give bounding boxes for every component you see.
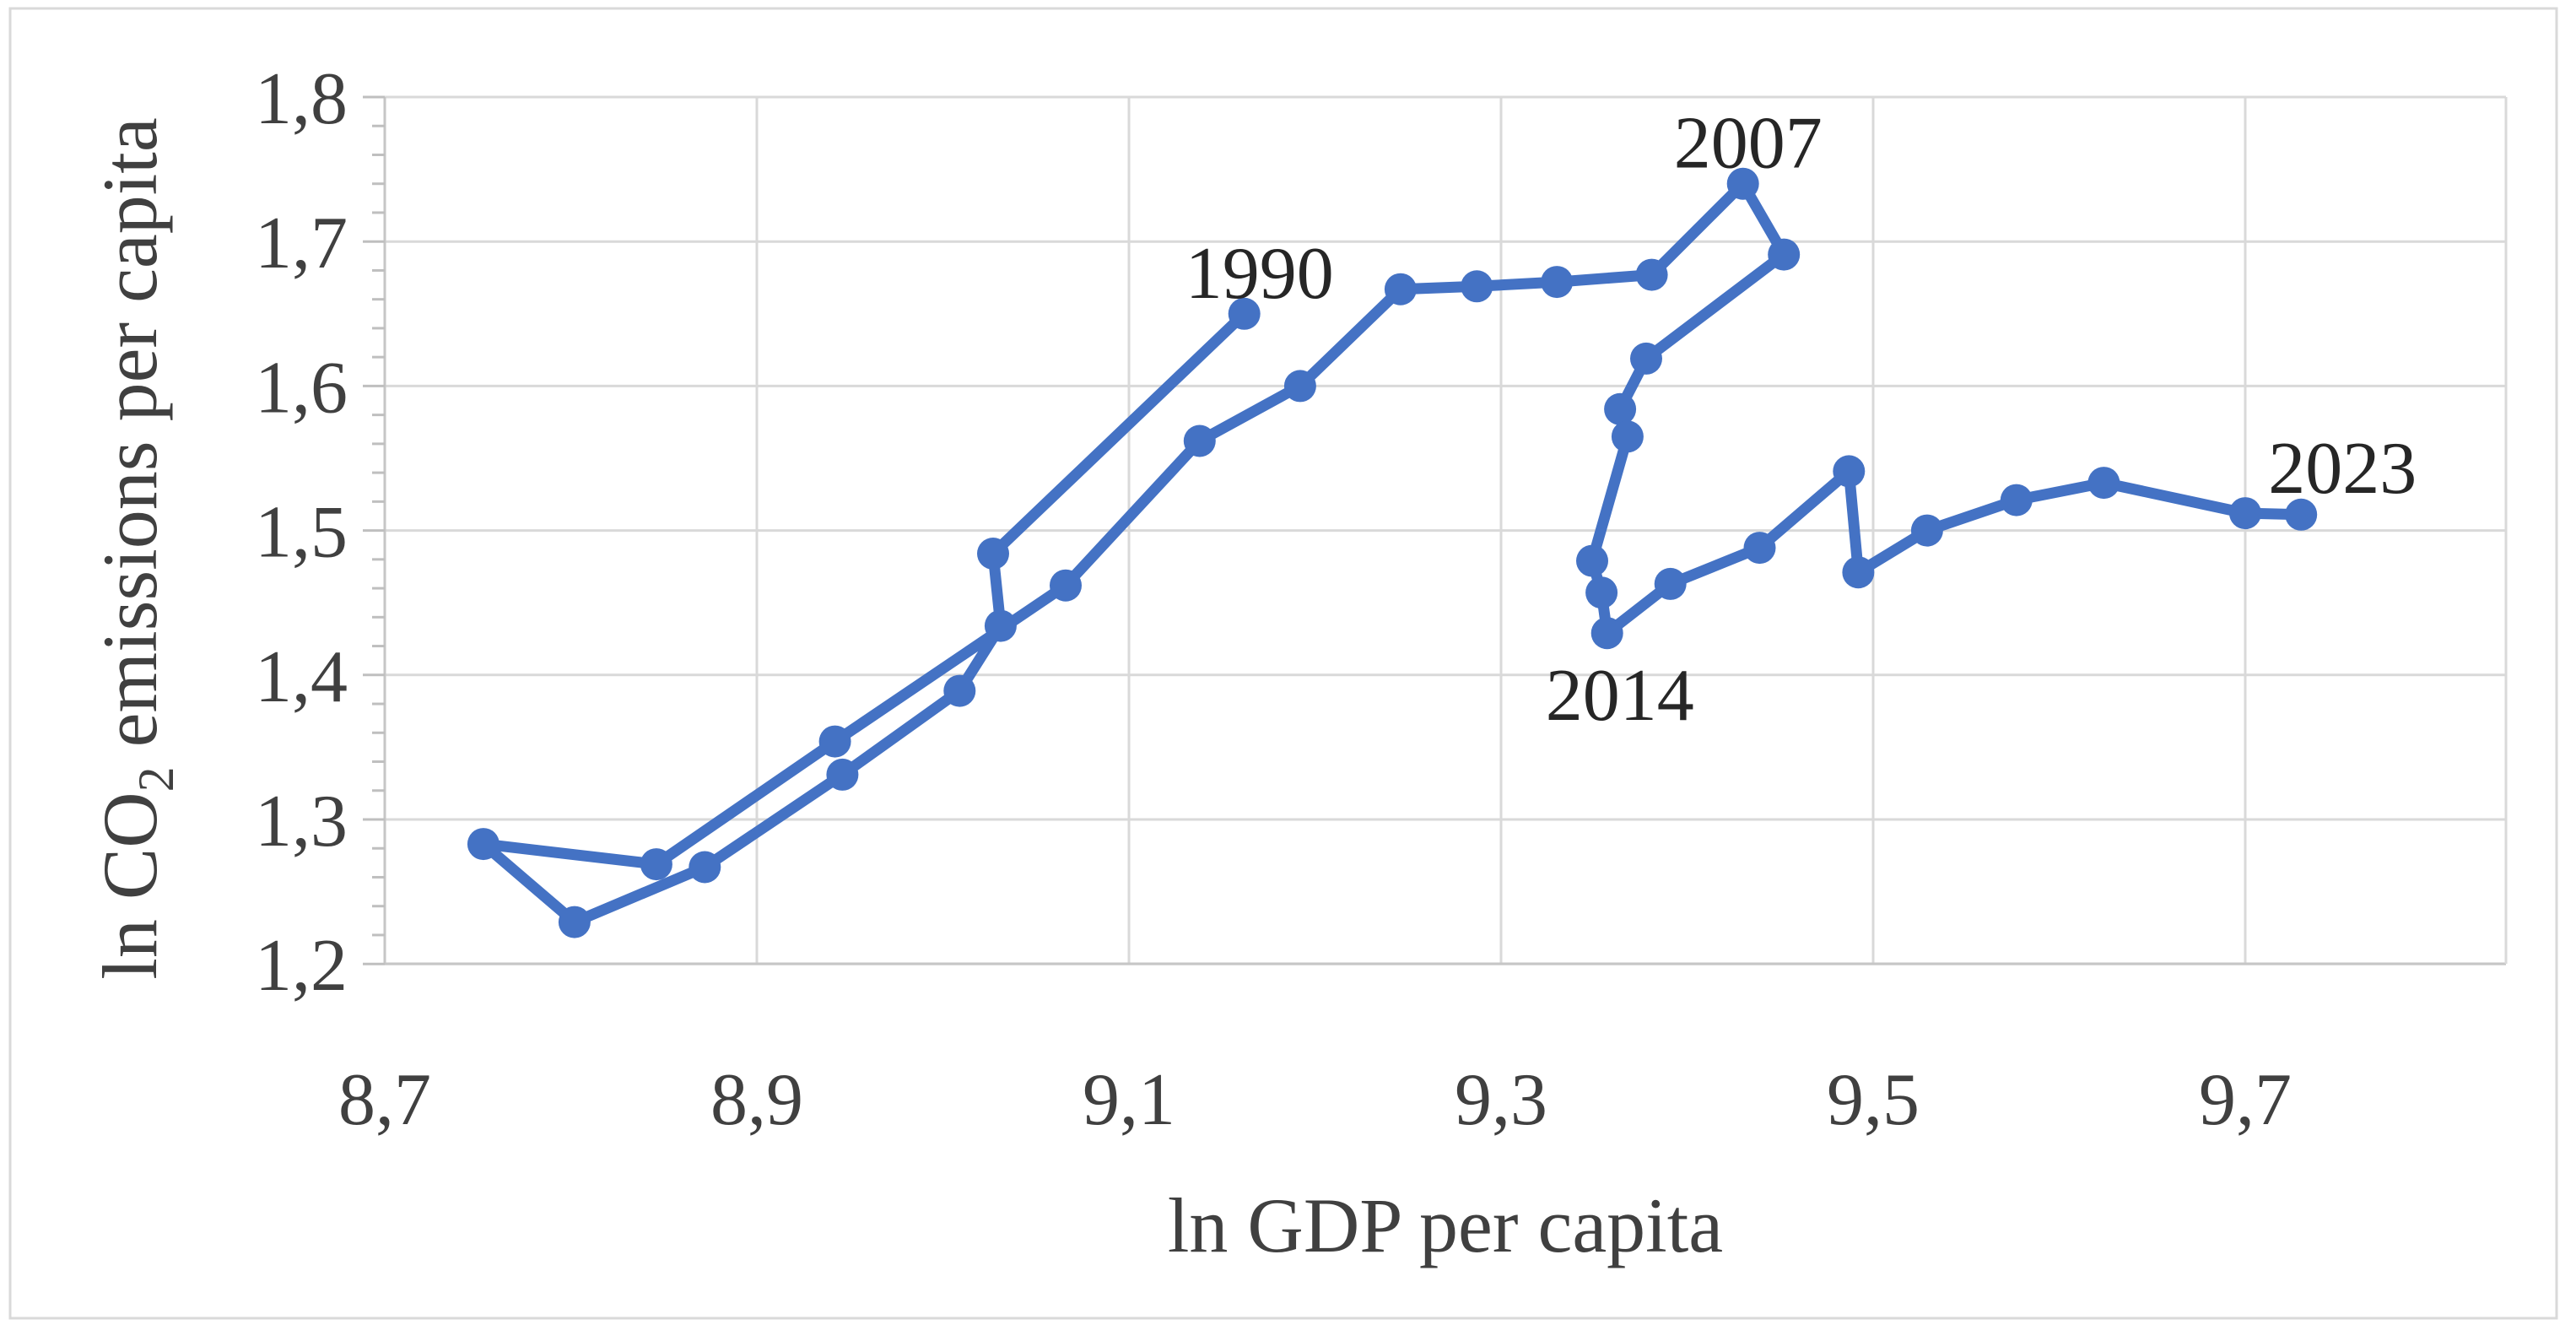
data-point-2001 xyxy=(1183,424,1216,457)
data-point-1993 xyxy=(943,674,976,707)
data-point-2011 xyxy=(1611,420,1644,453)
data-series-line xyxy=(478,178,2307,928)
y-axis-title: ln CO2 emissions per capita xyxy=(87,117,184,979)
data-point-1990 xyxy=(1228,297,1261,330)
data-point-1991 xyxy=(977,538,1009,570)
y-tick-label-1,6: 1,6 xyxy=(255,347,348,429)
y-tick-label-1,8: 1,8 xyxy=(255,58,348,140)
data-point-2016 xyxy=(1743,532,1776,565)
y-tick-label-1,2: 1,2 xyxy=(255,925,348,1007)
y-axis-tick-marks xyxy=(363,95,385,965)
data-point-2023 xyxy=(2285,498,2318,531)
data-point-2007 xyxy=(1726,167,1759,200)
figure-border xyxy=(8,7,2558,1320)
data-point-2000 xyxy=(1050,569,1082,602)
data-point-1994 xyxy=(826,758,859,791)
data-point-2015 xyxy=(1654,567,1687,600)
y-tick-label-1,7: 1,7 xyxy=(255,203,348,284)
data-point-1997 xyxy=(467,828,500,861)
horizontal-gridlines xyxy=(385,95,2506,965)
annotation-2023: 2023 xyxy=(2268,428,2417,510)
data-point-2017 xyxy=(1833,455,1866,488)
data-point-1998 xyxy=(640,848,672,881)
data-point-2006 xyxy=(1635,258,1668,291)
x-tick-label-8,9: 8,9 xyxy=(710,1059,803,1141)
data-point-markers xyxy=(467,167,2318,938)
year-annotations: 1990 2007 2014 2023 xyxy=(1185,103,2417,738)
annotation-1990: 1990 xyxy=(1185,233,1334,315)
data-point-1996 xyxy=(558,906,591,938)
data-point-2014 xyxy=(1590,617,1623,650)
y-tick-label-1,5: 1,5 xyxy=(255,492,348,574)
x-tick-label-9,1: 9,1 xyxy=(1083,1059,1175,1141)
data-point-2005 xyxy=(1541,266,1574,299)
y-axis-tick-labels: 1,2 1,3 1,4 1,5 1,6 1,7 1,8 xyxy=(255,58,348,1007)
y-tick-label-1,4: 1,4 xyxy=(255,636,348,718)
annotation-2007: 2007 xyxy=(1674,103,1823,185)
data-point-2012 xyxy=(1576,544,1608,577)
x-tick-label-8,7: 8,7 xyxy=(338,1059,431,1141)
x-tick-label-9,7: 9,7 xyxy=(2199,1059,2292,1141)
x-tick-label-9,5: 9,5 xyxy=(1827,1059,1920,1141)
annotation-2014: 2014 xyxy=(1546,655,1694,737)
x-axis-title: ln GDP per capita xyxy=(1168,1182,1723,1268)
data-point-2003 xyxy=(1384,273,1417,306)
data-point-1992 xyxy=(984,609,1017,642)
data-point-2018 xyxy=(1842,556,1875,589)
data-point-2008 xyxy=(1768,238,1801,271)
data-point-1999 xyxy=(818,725,851,758)
data-point-2002 xyxy=(1283,370,1316,403)
data-point-2009 xyxy=(1630,342,1662,375)
data-point-2021 xyxy=(2087,467,2120,500)
y-tick-label-1,3: 1,3 xyxy=(255,781,348,862)
data-point-2020 xyxy=(2000,484,2033,516)
x-axis-tick-labels: 8,7 8,9 9,1 9,3 9,5 9,7 xyxy=(338,1059,2292,1141)
data-point-2022 xyxy=(2229,497,2261,530)
x-tick-label-9,3: 9,3 xyxy=(1455,1059,1547,1141)
data-point-2019 xyxy=(1910,514,1943,547)
data-point-2004 xyxy=(1461,270,1493,303)
data-point-2010 xyxy=(1604,392,1637,425)
data-point-1995 xyxy=(689,851,721,884)
data-point-2013 xyxy=(1585,576,1618,609)
